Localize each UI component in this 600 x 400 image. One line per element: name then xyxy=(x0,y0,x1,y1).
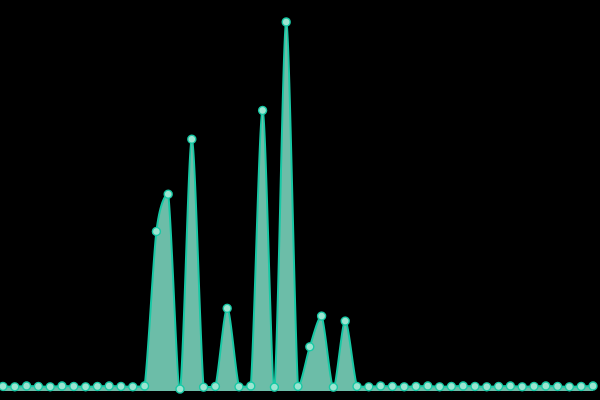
data-point-marker xyxy=(517,382,527,392)
data-point-marker xyxy=(92,381,103,392)
data-point-marker xyxy=(529,381,539,392)
data-point-marker xyxy=(269,382,280,392)
data-point-marker xyxy=(21,381,32,391)
data-point-marker xyxy=(175,384,185,394)
data-point-marker xyxy=(434,382,445,392)
series-markers xyxy=(0,17,598,394)
data-point-marker xyxy=(328,382,339,392)
data-point-marker xyxy=(234,382,244,392)
data-point-marker xyxy=(0,381,8,392)
data-point-marker xyxy=(470,381,480,392)
data-point-marker xyxy=(576,381,586,392)
data-point-marker xyxy=(80,382,91,392)
data-point-marker xyxy=(69,381,79,392)
data-point-marker xyxy=(281,17,291,27)
data-point-marker xyxy=(163,189,173,199)
data-point-marker xyxy=(293,381,303,392)
data-point-marker xyxy=(482,382,492,392)
data-point-marker xyxy=(541,381,551,391)
data-point-marker xyxy=(387,381,398,392)
data-point-marker xyxy=(198,382,209,392)
data-point-marker xyxy=(33,381,44,392)
data-point-marker xyxy=(588,381,598,391)
data-point-marker xyxy=(104,381,114,391)
data-point-marker xyxy=(552,381,563,392)
data-point-marker xyxy=(210,381,221,392)
data-point-marker xyxy=(375,381,386,391)
data-point-marker xyxy=(45,382,55,392)
data-point-marker xyxy=(246,381,256,391)
data-point-marker xyxy=(187,134,197,144)
data-point-marker xyxy=(222,303,232,314)
data-point-marker xyxy=(340,316,350,326)
data-point-marker xyxy=(151,226,162,237)
data-point-marker xyxy=(564,382,575,392)
data-point-marker xyxy=(352,381,362,392)
data-point-marker xyxy=(305,342,315,352)
data-point-marker xyxy=(505,381,516,391)
data-point-marker xyxy=(116,381,126,392)
data-point-marker xyxy=(257,105,268,116)
data-point-marker xyxy=(128,382,138,392)
data-point-marker xyxy=(316,311,327,321)
data-point-marker xyxy=(399,382,409,392)
data-point-marker xyxy=(10,382,20,392)
data-point-marker xyxy=(458,381,468,391)
data-point-marker xyxy=(493,381,504,392)
data-point-marker xyxy=(364,382,374,392)
data-point-marker xyxy=(57,381,67,391)
data-point-marker xyxy=(411,381,421,392)
data-point-marker xyxy=(139,381,150,391)
data-point-marker xyxy=(446,381,457,392)
data-point-marker xyxy=(423,381,433,391)
